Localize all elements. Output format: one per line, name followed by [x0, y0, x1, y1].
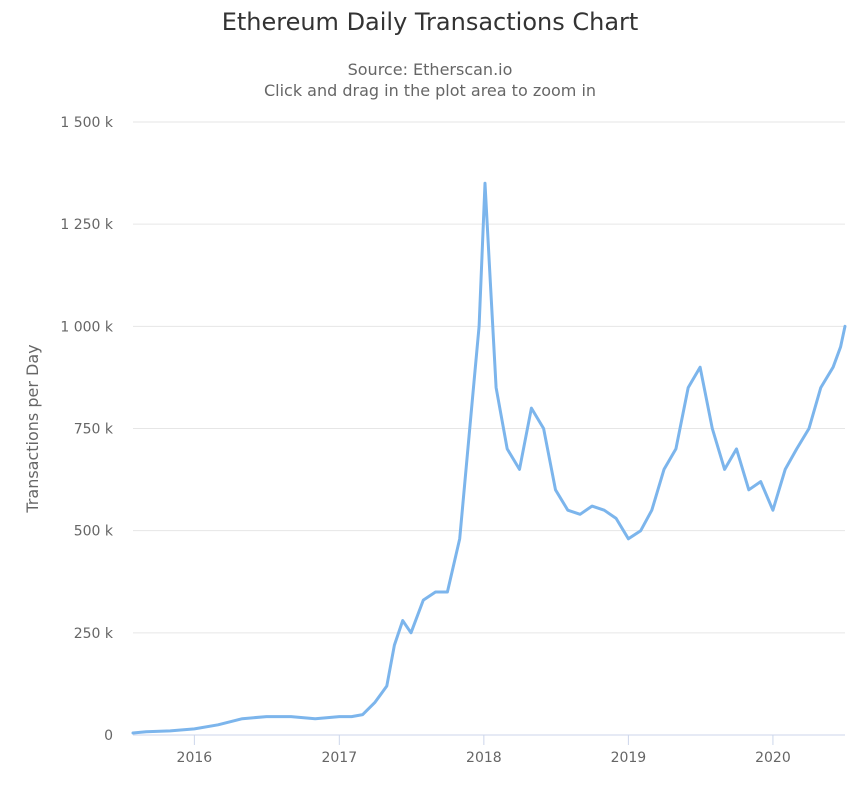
series-line-daily-transactions[interactable]: [131, 181, 847, 735]
x-tick-label: 2019: [611, 750, 647, 766]
y-tick-label: 250 k: [74, 626, 114, 642]
gridlines: [133, 121, 845, 634]
chart-title: Ethereum Daily Transactions Chart: [221, 8, 639, 36]
chart-subtitle-zoom-hint: Click and drag in the plot area to zoom …: [263, 81, 597, 100]
x-tick-label: 2018: [466, 750, 502, 766]
x-tick-label: 2016: [177, 750, 213, 766]
chart-subtitle-source: Source: Etherscan.io: [347, 60, 513, 79]
y-axis: 0 250 k 500 k 750 k 1 000 k 1 250 k 1 500 k: [60, 115, 114, 744]
y-tick-label: 1 250 k: [60, 217, 114, 233]
x-axis: 2016 2017 2018 2019 2020: [177, 735, 791, 766]
y-tick-label: 1 500 k: [60, 115, 114, 131]
y-tick-label: 500 k: [74, 524, 114, 540]
x-tick-label: 2017: [321, 750, 357, 766]
y-axis-title: Transactions per Day: [23, 344, 42, 513]
y-tick-label: 750 k: [74, 422, 114, 438]
y-tick-label: 0: [104, 728, 113, 744]
y-tick-label: 1 000 k: [60, 319, 114, 335]
x-tick-label: 2020: [755, 750, 791, 766]
